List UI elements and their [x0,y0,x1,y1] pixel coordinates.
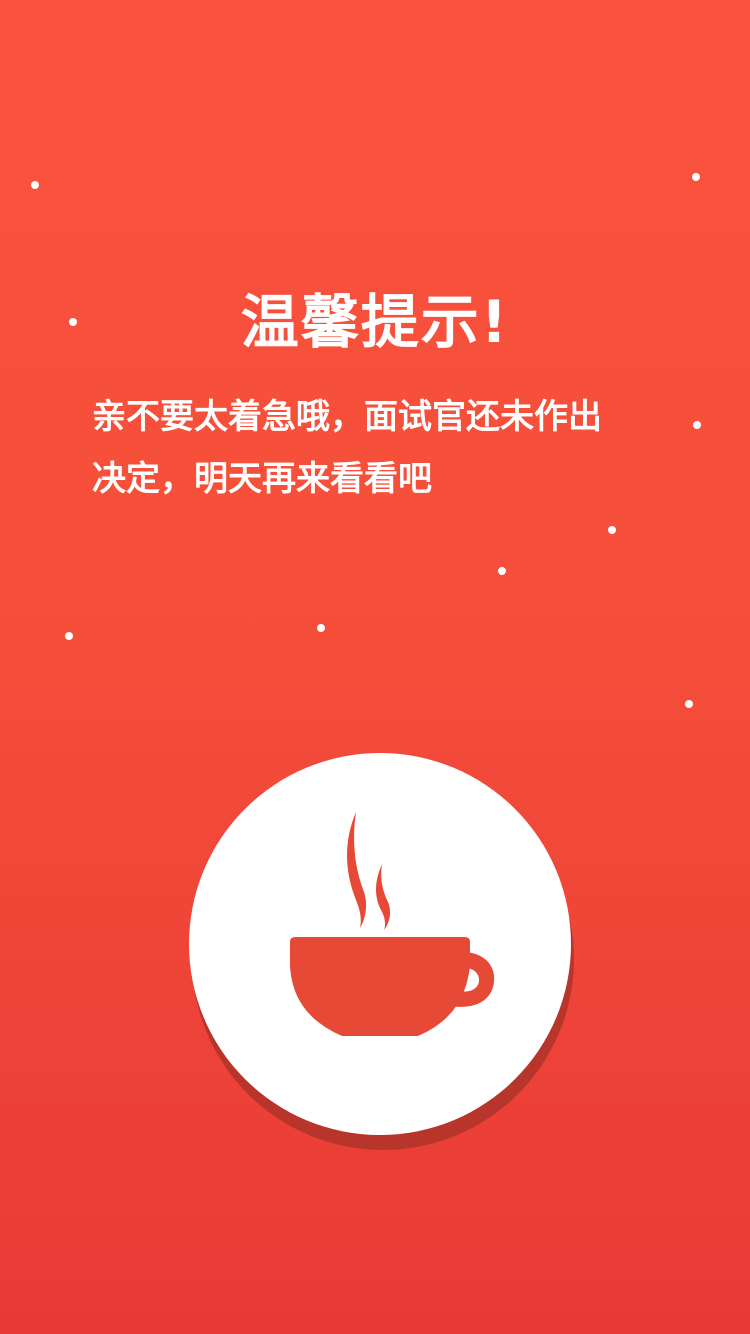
cup-body-icon [290,937,470,1036]
steam-icon [376,864,391,930]
decor-dot [69,318,77,326]
notice-message: 亲不要太着急哦，面试官还未作出 决定，明天再来看看吧 [92,386,672,510]
coffee-cup-icon [290,812,495,1036]
decor-dot [31,181,39,189]
notice-message-line: 决定，明天再来看看吧 [92,459,432,499]
decor-dot [65,632,73,640]
decor-dot [692,173,700,181]
decor-dot [693,421,701,429]
decor-dot [317,624,325,632]
notice-message-line: 亲不要太着急哦，面试官还未作出 [92,397,602,437]
notice-title: 温馨提示! [240,288,510,356]
decor-dot [498,567,506,575]
steam-icon [347,812,367,928]
decor-dot [685,700,693,708]
decor-dot [608,526,616,534]
